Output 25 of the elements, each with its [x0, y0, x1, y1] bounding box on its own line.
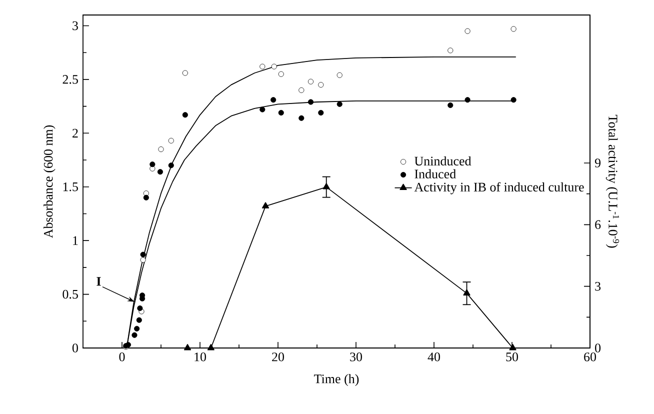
x-tick-label: 20	[272, 352, 284, 362]
x-tick-label: 0	[119, 352, 125, 362]
y2-tick-label: 0	[595, 344, 601, 352]
x-tick-label: 10	[194, 352, 206, 362]
y-tick-label: 2	[72, 128, 78, 138]
y-tick-label: 1.5	[63, 182, 78, 192]
y-tick-label: 0	[72, 344, 78, 352]
x-tick-label: 40	[428, 352, 440, 362]
x-tick-label: 60	[584, 352, 596, 362]
legend-label: Induced	[414, 169, 456, 178]
annotation: I	[96, 277, 101, 286]
x-axis-title: Time (h)	[314, 374, 359, 386]
y-tick-label: 0.5	[62, 290, 78, 299]
y-tick-label: 2.5	[62, 75, 78, 84]
legend-label: Activity in IB of induced culture	[414, 182, 584, 194]
y2-tick-label: 3	[595, 282, 601, 291]
x-tick-label: 50	[506, 352, 518, 362]
y2-axis-title: Total activity (U.L$^{-1}$.10$^{-9}$)	[606, 114, 620, 248]
y2-tick-label: 9	[594, 158, 601, 168]
x-tick-label: 30	[350, 352, 362, 362]
y-tick-label: 3	[72, 21, 78, 30]
y2-tick-label: 6	[595, 220, 601, 230]
y-tick-label: 1	[73, 236, 78, 245]
legend-label: Uninduced	[414, 156, 472, 166]
y-axis-title: Absorbance (600 nm)	[44, 125, 56, 238]
